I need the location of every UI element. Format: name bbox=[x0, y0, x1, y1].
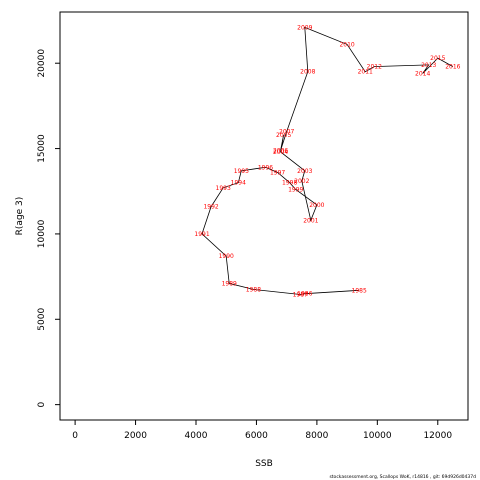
year-label-2004: 2004 bbox=[273, 149, 288, 156]
year-label-1993: 1993 bbox=[216, 185, 231, 192]
year-label-2005: 2005 bbox=[276, 132, 291, 139]
footer-note: stockassessment.org, Scallops WoK, r1481… bbox=[329, 474, 476, 480]
year-label-2014: 2014 bbox=[415, 70, 430, 77]
y-tick-label: 20000 bbox=[37, 49, 47, 78]
year-label-1994: 1994 bbox=[231, 180, 246, 187]
year-label-1998: 1998 bbox=[282, 180, 297, 187]
year-label-1985: 1985 bbox=[352, 287, 367, 294]
year-label-1995: 1995 bbox=[234, 168, 249, 175]
x-tick-label: 4000 bbox=[185, 431, 208, 441]
year-label-2011: 2011 bbox=[358, 69, 373, 76]
y-tick-label: 0 bbox=[37, 402, 47, 408]
year-label-2006: 2006 bbox=[273, 147, 288, 154]
y-tick-label: 5000 bbox=[37, 308, 47, 331]
x-tick-label: 10000 bbox=[363, 431, 392, 441]
year-label-1986: 1986 bbox=[297, 291, 312, 298]
year-label-1989: 1989 bbox=[222, 280, 237, 287]
year-label-2003: 2003 bbox=[297, 168, 312, 175]
year-label-2013: 2013 bbox=[421, 62, 436, 69]
year-label-1987: 1987 bbox=[293, 292, 308, 299]
x-axis-label: SSB bbox=[255, 459, 273, 469]
x-tick-label: 8000 bbox=[305, 431, 328, 441]
year-label-1991: 1991 bbox=[194, 231, 209, 238]
y-axis: 0 5000 10000 15000 20000 bbox=[37, 49, 60, 408]
year-label-1992: 1992 bbox=[203, 204, 218, 211]
year-label-1990: 1990 bbox=[219, 253, 234, 260]
year-label-2012: 2012 bbox=[367, 64, 382, 71]
y-tick-label: 10000 bbox=[37, 219, 47, 248]
year-label-1988: 1988 bbox=[246, 286, 261, 293]
plot-frame bbox=[59, 11, 469, 421]
year-label-1997: 1997 bbox=[270, 169, 285, 176]
year-label-2015: 2015 bbox=[430, 55, 445, 62]
year-label-2002: 2002 bbox=[294, 178, 309, 185]
series-line bbox=[201, 26, 454, 295]
y-axis-label: R(age 3) bbox=[15, 197, 25, 236]
year-label-2001: 2001 bbox=[303, 217, 318, 224]
y-tick-label: 15000 bbox=[37, 134, 47, 163]
year-label-2008: 2008 bbox=[300, 69, 315, 76]
year-label-2009: 2009 bbox=[297, 24, 312, 31]
x-tick-label: 12000 bbox=[423, 431, 452, 441]
x-axis: 0 2000 4000 6000 8000 10000 12000 bbox=[72, 420, 452, 441]
year-label-2007: 2007 bbox=[279, 128, 294, 135]
year-label-2016: 2016 bbox=[445, 64, 460, 71]
year-label-1999: 1999 bbox=[288, 187, 303, 194]
year-label-2000: 2000 bbox=[309, 202, 324, 209]
x-tick-label: 2000 bbox=[124, 431, 147, 441]
x-tick-label: 0 bbox=[72, 431, 78, 441]
x-tick-label: 6000 bbox=[245, 431, 268, 441]
year-label-1996: 1996 bbox=[258, 164, 273, 171]
year-label-2010: 2010 bbox=[339, 41, 354, 48]
